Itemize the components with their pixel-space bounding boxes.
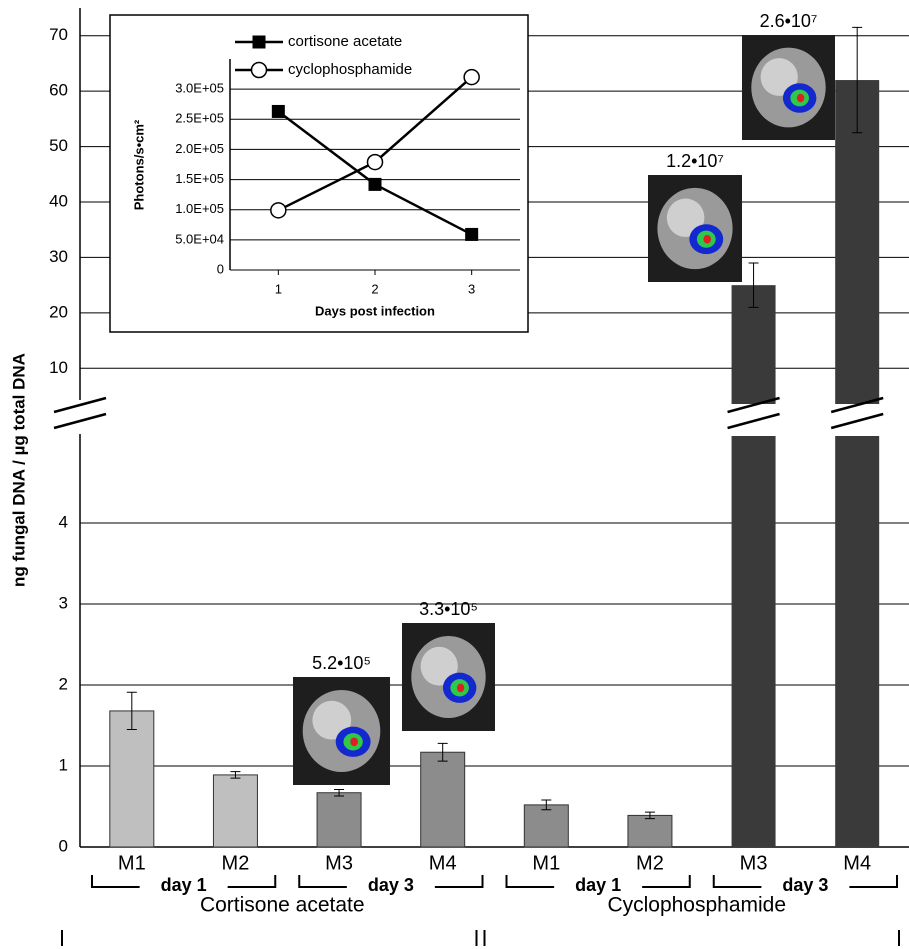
- image-label: 2.6•10⁷: [760, 11, 818, 31]
- x-tick-label: 1: [275, 281, 282, 296]
- axis-break: [830, 396, 884, 414]
- x-tick-label: M2: [636, 852, 664, 874]
- bar: [316, 792, 362, 848]
- y-tick-label: 2: [59, 674, 68, 693]
- inset-chart: 0 5.0E+04 1.0E+05 1.5E+05 2.0E+05 2.5E+05 3.0E…: [109, 14, 529, 333]
- image-tissue: [312, 700, 352, 740]
- data-point: [366, 153, 384, 171]
- x-tick-label: M1: [532, 852, 560, 874]
- group-label: day 1: [575, 875, 621, 895]
- bar: [835, 80, 880, 405]
- group-label: day 1: [161, 875, 207, 895]
- inset-frame: [109, 14, 529, 333]
- data-point: [368, 177, 382, 191]
- y-tick-label: 1.0E+05: [175, 201, 224, 216]
- y-tick-label: 40: [49, 191, 68, 210]
- signal-blob: [350, 737, 358, 747]
- x-axis-label: Days post infection: [315, 303, 435, 318]
- y-tick-label: 3: [59, 593, 68, 612]
- y-tick-label: 2.5E+05: [175, 111, 224, 126]
- error-bar: [437, 742, 448, 762]
- image-tissue: [760, 58, 798, 96]
- legend-label: cortisone acetate: [288, 33, 402, 50]
- legend-label: cyclophosphamide: [288, 61, 412, 78]
- legend-marker: [252, 35, 266, 49]
- y-tick-label: 4: [59, 512, 68, 531]
- error-bar: [230, 771, 241, 779]
- bar: [420, 751, 466, 848]
- x-tick-label: M4: [843, 852, 871, 874]
- label-bg: [554, 876, 643, 896]
- error-bar: [334, 788, 345, 797]
- x-tick-label: 3: [468, 281, 475, 296]
- error-bar: [852, 26, 863, 134]
- y-tick-label: 1.5E+05: [175, 171, 224, 186]
- label-bg: [761, 876, 850, 896]
- x-tick-label: M2: [222, 852, 250, 874]
- legend-marker: [250, 61, 268, 79]
- y-tick-label: 1: [59, 755, 68, 774]
- image-label: 1.2•10⁷: [666, 151, 724, 171]
- group-label: day 3: [368, 875, 414, 895]
- x-tick-label: M3: [325, 852, 353, 874]
- image-tissue: [666, 198, 705, 238]
- image-label: 3.3•10⁵: [419, 599, 478, 619]
- bar: [109, 710, 155, 848]
- signal-blob: [703, 234, 711, 244]
- axis-break: [53, 412, 107, 430]
- label-bg: [346, 876, 435, 896]
- bar: [212, 774, 258, 848]
- error-bar: [748, 262, 759, 308]
- y-tick-label: 0: [217, 261, 224, 276]
- y-tick-label: 60: [49, 81, 68, 100]
- group-label: day 3: [782, 875, 828, 895]
- y-tick-label: 50: [49, 136, 68, 155]
- signal-blob: [456, 683, 465, 693]
- y-tick-label: 30: [49, 247, 68, 266]
- error-bar: [541, 799, 552, 811]
- y-tick-label: 3.0E+05: [175, 81, 224, 96]
- data-point: [465, 227, 479, 241]
- x-tick-label: M4: [429, 852, 457, 874]
- axis-break: [727, 396, 780, 414]
- data-point: [271, 104, 285, 118]
- axis-break: [727, 412, 780, 430]
- image-label: 5.2•10⁵: [312, 653, 371, 673]
- bar: [731, 436, 776, 847]
- signal-blob: [796, 93, 805, 103]
- x-tick-label: M3: [740, 852, 768, 874]
- data-point: [463, 68, 480, 86]
- bar: [523, 804, 569, 848]
- y-tick-label: 20: [49, 302, 68, 321]
- y-tick-label: 2.0E+05: [175, 141, 224, 156]
- y-tick-label: 70: [49, 25, 68, 44]
- y-tick-label: 5.0E+04: [175, 231, 224, 246]
- axis-break: [830, 412, 884, 430]
- x-tick-label: M1: [118, 852, 146, 874]
- y-axis-label: Photons/s•cm²: [131, 119, 146, 210]
- bar: [627, 814, 673, 848]
- y-tick-label: 10: [49, 358, 68, 377]
- data-point: [270, 202, 287, 219]
- treatment-label: Cyclophosphamide: [607, 894, 786, 917]
- bar: [835, 436, 880, 847]
- label-bg: [139, 876, 228, 896]
- image-tissue: [420, 646, 458, 686]
- treatment-bracket: [61, 930, 486, 946]
- treatment-label: Cortisone acetate: [200, 894, 365, 917]
- y-tick-label: 0: [59, 836, 68, 855]
- error-bar: [126, 691, 137, 731]
- x-tick-label: 2: [371, 281, 378, 296]
- axis-break: [53, 396, 107, 414]
- y-axis-label: ng fungal DNA / µg total DNA: [9, 353, 28, 587]
- error-bar: [644, 811, 655, 820]
- treatment-bracket: [475, 930, 900, 946]
